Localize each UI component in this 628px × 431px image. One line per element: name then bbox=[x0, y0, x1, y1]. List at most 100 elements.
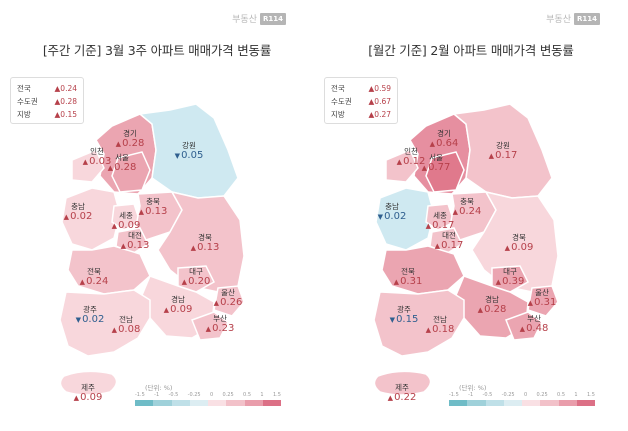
up-arrow-icon: ▲ bbox=[205, 325, 212, 334]
scale-unit: (단위: %) bbox=[145, 384, 173, 392]
region-label-incheon: 인천 ▲0.03 bbox=[82, 147, 112, 168]
region-value: ▲0.28 bbox=[477, 304, 507, 316]
region-name: 충북 bbox=[460, 197, 474, 206]
region-value: ▲0.12 bbox=[396, 156, 426, 168]
map-title: [월간 기준] 2월 아파트 매매가격 변동률 bbox=[368, 43, 574, 58]
region-name: 경북 bbox=[512, 233, 526, 242]
region-value: ▲0.77 bbox=[421, 162, 451, 174]
region-label-chungbuk: 충북 ▲0.13 bbox=[138, 197, 168, 218]
region-busan bbox=[505, 311, 543, 341]
scale-tick: -1 bbox=[468, 392, 474, 398]
down-arrow-icon: ▼ bbox=[377, 213, 384, 222]
region-value: ▲0.23 bbox=[205, 323, 235, 335]
region-name: 울산 bbox=[221, 288, 235, 297]
region-label-chungnam: 충남 ▲0.02 bbox=[63, 202, 93, 223]
up-arrow-icon: ▲ bbox=[79, 278, 86, 287]
region-label-jeonnam: 전남 ▲0.18 bbox=[425, 315, 455, 335]
scale-swatch bbox=[503, 400, 522, 406]
up-arrow-icon: ▲ bbox=[421, 164, 428, 173]
region-label-daegu: 대구 ▲0.20 bbox=[181, 267, 211, 288]
region-value: ▲0.09 bbox=[111, 220, 141, 232]
up-arrow-icon: ▲ bbox=[120, 242, 127, 251]
region-value: ▲0.17 bbox=[434, 240, 464, 252]
scale-tick: 0 bbox=[209, 392, 214, 398]
region-label-busan: 부산 ▲0.48 bbox=[520, 314, 549, 334]
scale-swatch bbox=[467, 400, 486, 406]
up-arrow-icon: ▲ bbox=[63, 213, 70, 222]
scale-swatch bbox=[208, 400, 227, 406]
region-value: ▲0.09 bbox=[163, 304, 193, 316]
scale-tick: -0.25 bbox=[501, 392, 515, 398]
region-label-sejong: 세종 ▲0.09 bbox=[111, 211, 141, 232]
region-seoul bbox=[111, 151, 151, 193]
region-name: 서울 bbox=[429, 153, 443, 162]
region-value: ▲0.24 bbox=[452, 206, 482, 218]
region-label-jeonbuk: 전북 ▲0.31 bbox=[393, 267, 423, 287]
region-label-ulsan: 울산 ▲0.26 bbox=[214, 288, 243, 308]
brand-badge: R114 bbox=[573, 12, 600, 25]
up-arrow-icon: ▲ bbox=[73, 394, 80, 403]
scale-swatch bbox=[189, 400, 208, 406]
legend-row: 전국 ▲0.59 bbox=[331, 84, 391, 93]
summary-legend: 전국 ▲0.59 수도권 ▲0.67 지방 ▲0.27 bbox=[324, 77, 398, 124]
region-jeonnam bbox=[373, 289, 465, 357]
scale-swatch bbox=[135, 400, 154, 406]
region-name: 충남 bbox=[385, 202, 399, 211]
scale-bar bbox=[449, 400, 595, 406]
region-value: ▲0.64 bbox=[429, 138, 459, 150]
region-value: ▼0.02 bbox=[377, 211, 407, 223]
region-label-ulsan: 울산 ▲0.31 bbox=[528, 288, 557, 308]
region-name: 세종 bbox=[119, 211, 133, 220]
region-value: ▲0.22 bbox=[387, 392, 417, 404]
scale-swatch bbox=[226, 400, 245, 406]
scale-tick: -0.5 bbox=[482, 392, 493, 398]
region-label-gyeongbuk: 경북 ▲0.13 bbox=[191, 233, 220, 253]
region-label-gyeonggi: 경기 ▲0.28 bbox=[116, 129, 145, 149]
region-value: ▲0.13 bbox=[120, 240, 150, 252]
up-arrow-icon: ▲ bbox=[163, 306, 170, 315]
brand-badge: R114 bbox=[259, 12, 286, 25]
region-value: ▼0.02 bbox=[75, 314, 105, 326]
region-chungnam bbox=[375, 187, 435, 251]
region-value: ▲0.28 bbox=[107, 162, 137, 174]
region-ulsan bbox=[527, 285, 559, 317]
up-arrow-icon: ▲ bbox=[107, 164, 114, 173]
region-name: 대전 bbox=[128, 231, 142, 240]
legend-row: 전국 ▲0.24 bbox=[17, 84, 77, 93]
region-name: 충북 bbox=[146, 197, 160, 206]
region-value: ▲0.13 bbox=[138, 206, 168, 218]
region-name: 부산 bbox=[527, 314, 541, 323]
region-value: ▲0.20 bbox=[181, 276, 211, 288]
scale-tick: -1 bbox=[154, 392, 160, 398]
region-name: 강원 bbox=[496, 141, 510, 150]
region-label-gangwon: 강원 ▲0.17 bbox=[489, 141, 518, 161]
up-arrow-icon: ▲ bbox=[387, 394, 394, 403]
monthly-map-panel: 부동산 R114 [월간 기준] 2월 아파트 매매가격 변동률 전국 ▲0.5… bbox=[314, 0, 628, 431]
up-arrow-icon: ▲ bbox=[138, 208, 145, 217]
region-name: 인천 bbox=[404, 147, 418, 156]
region-name: 경기 bbox=[123, 129, 137, 138]
region-value: ▲0.08 bbox=[111, 324, 141, 336]
region-value: ▲0.03 bbox=[82, 156, 112, 168]
region-value: ▲0.02 bbox=[63, 211, 93, 223]
region-name: 제주 bbox=[81, 383, 95, 392]
scale-bar bbox=[135, 400, 281, 406]
region-name: 서울 bbox=[115, 153, 129, 162]
region-label-jeju: 제주 ▲0.09 bbox=[73, 383, 103, 403]
region-label-daegu: 대구 ▲0.39 bbox=[496, 267, 525, 287]
region-label-jeonbuk: 전북 ▲0.24 bbox=[79, 267, 109, 287]
up-arrow-icon: ▲ bbox=[425, 326, 432, 335]
region-daegu bbox=[177, 265, 215, 293]
region-name: 대구 bbox=[503, 267, 517, 276]
region-chungnam bbox=[61, 187, 121, 251]
color-scale: (단위: %) -1.5 -1 -0.5 -0.25 0 0.25 0.5 1 1.5 bbox=[449, 384, 595, 406]
region-name: 인천 bbox=[90, 147, 104, 156]
region-label-incheon: 인천 ▲0.12 bbox=[396, 147, 426, 168]
region-jeju bbox=[373, 370, 432, 396]
map-title: [주간 기준] 3월 3주 아파트 매매가격 변동률 bbox=[42, 43, 272, 58]
region-incheon bbox=[385, 149, 419, 183]
up-arrow-icon: ▲ bbox=[393, 278, 400, 287]
region-name: 울산 bbox=[535, 288, 549, 297]
region-label-busan: 부산 ▲0.23 bbox=[205, 314, 235, 335]
region-name: 광주 bbox=[397, 305, 411, 314]
